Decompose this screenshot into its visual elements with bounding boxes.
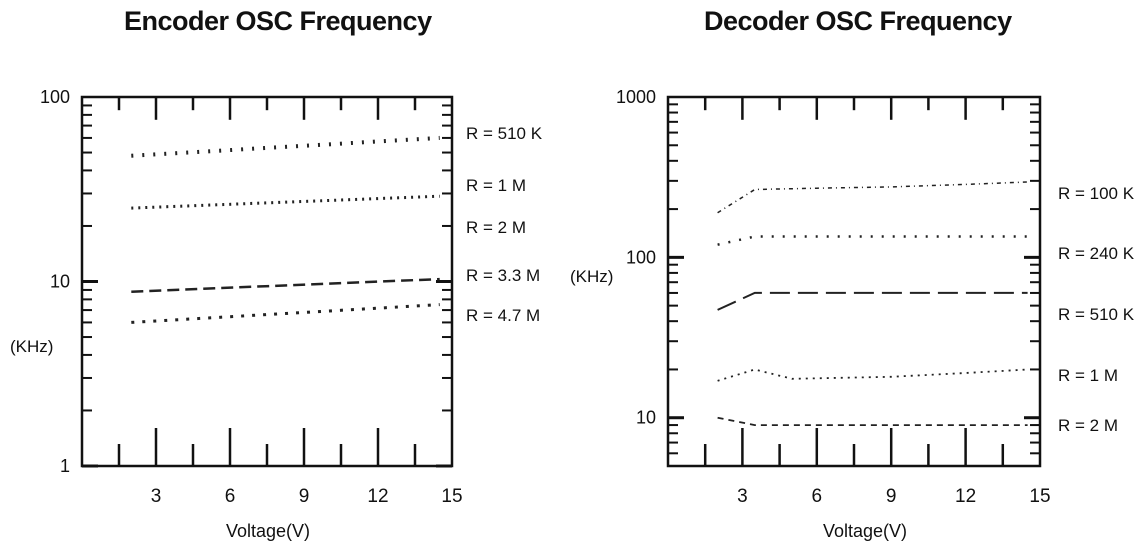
encoder-series-label: R = 3.3 M <box>466 266 540 285</box>
decoder-series-label: R = 100 K <box>1058 184 1135 203</box>
decoder-chart-title: Decoder OSC Frequency <box>704 6 1012 36</box>
decoder-y-tick-label: 100 <box>626 247 656 267</box>
encoder-x-tick-label: 3 <box>151 486 162 507</box>
decoder-x-tick-label: 9 <box>886 486 897 507</box>
decoder-series-label: R = 510 K <box>1058 305 1135 324</box>
decoder-x-tick-label: 6 <box>812 486 823 507</box>
decoder-plot-frame <box>666 95 1042 468</box>
encoder-plot-frame <box>80 95 454 468</box>
decoder-x-tick-label: 15 <box>1029 486 1050 507</box>
encoder-series-label: R = 4.7 M <box>466 306 540 325</box>
encoder-y-tick-label: 10 <box>50 272 70 292</box>
decoder-series-label: R = 240 K <box>1058 244 1135 263</box>
encoder-x-tick-label: 12 <box>367 486 388 507</box>
decoder-series-label: R = 1 M <box>1058 366 1118 385</box>
decoder-x-tick-label: 3 <box>737 486 748 507</box>
decoder-series-line <box>717 368 1028 382</box>
decoder-chart: 10 100 1000 3 6 9 12 15 Voltage(V) (KHz) R = 100 K… <box>570 87 1135 541</box>
decoder-series-line <box>717 291 1028 311</box>
encoder-series-line <box>131 194 440 210</box>
encoder-x-tick-label: 9 <box>299 486 310 507</box>
decoder-series-label: R = 2 M <box>1058 416 1118 435</box>
decoder-x-tick-label: 12 <box>955 486 976 507</box>
encoder-chart: 1 10 100 3 6 9 12 15 Voltage(V) (KHz) R = 510 K R =… <box>10 87 543 541</box>
decoder-x-axis-label: Voltage(V) <box>823 521 907 541</box>
decoder-series-line <box>717 181 1028 214</box>
decoder-y-tick-label: 1000 <box>616 87 656 107</box>
encoder-y-tick-label: 100 <box>40 87 70 107</box>
encoder-x-axis-label: Voltage(V) <box>226 521 310 541</box>
decoder-y-tick-label: 10 <box>636 408 656 428</box>
encoder-chart-title: Encoder OSC Frequency <box>124 6 432 36</box>
encoder-series-label: R = 510 K <box>466 124 543 143</box>
encoder-series-label: R = 1 M <box>466 176 526 195</box>
encoder-x-tick-label: 6 <box>225 486 236 507</box>
encoder-series-line <box>131 303 440 324</box>
encoder-series-line <box>131 135 440 158</box>
encoder-series-line <box>131 277 440 293</box>
decoder-series-line <box>717 235 1028 246</box>
encoder-y-axis-label: (KHz) <box>10 337 53 356</box>
decoder-y-axis-label: (KHz) <box>570 267 613 286</box>
encoder-x-tick-label: 15 <box>441 486 462 507</box>
encoder-y-tick-label: 1 <box>60 456 70 476</box>
encoder-series-label: R = 2 M <box>466 218 526 237</box>
decoder-series-line <box>717 416 1028 427</box>
